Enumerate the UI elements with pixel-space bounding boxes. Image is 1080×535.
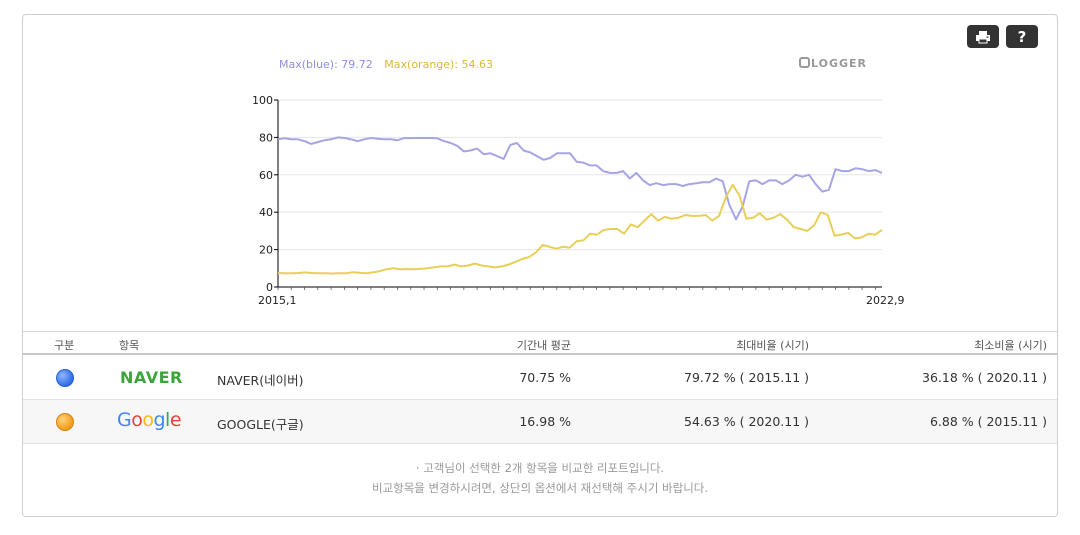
y-tick-label: 80 [259,131,273,144]
note-line-2: 비교항목을 변경하시려면, 상단의 옵션에서 재선택해 주시기 바랍니다. [371,481,709,495]
orange-circle-icon [56,413,74,431]
chart-max-legend: Max(blue): 79.72 Max(orange): 54.63 [279,58,493,71]
report-panel: ? Max(blue): 79.72 Max(orange): 54.63 LO… [22,14,1058,517]
avg-value: 16.98 % [519,414,571,429]
header-avg: 기간내 평균 [516,339,571,352]
blue-circle-icon [56,369,74,387]
brand-text: LOGGER [811,57,868,70]
max-value: 79.72 % ( 2015.11 ) [684,370,809,385]
series-line-orange [277,183,883,275]
table-row: NAVER NAVER(네이버) 70.75 % 79.72 % ( 2015.… [23,356,1057,400]
header-max: 최대비율 (시기) [736,339,809,352]
avg-value: 70.75 % [519,370,571,385]
header-item: 항목 [119,339,140,352]
y-tick-label: 100 [252,94,273,107]
brand-b-icon [799,57,810,68]
report-notes: · 고객님이 선택한 2개 항목을 비교한 리포트입니다. 비교항목을 변경하시… [23,458,1057,498]
x-tick-label-end: 2022,9 [866,294,905,307]
table-header: 구분 항목 기간내 평균 최대비율 (시기) 최소비율 (시기) [23,331,1057,355]
y-tick-label: 0 [266,281,273,294]
header-min: 최소비율 (시기) [974,339,1047,352]
brand-logo: LOGGER [799,57,867,70]
y-tick-label: 20 [259,244,273,257]
max-blue-label: Max(blue): 79.72 [279,58,373,71]
min-value: 6.88 % ( 2015.11 ) [929,414,1047,429]
note-line-1: · 고객님이 선택한 2개 항목을 비교한 리포트입니다. [415,461,665,475]
google-logo: Google [117,409,182,431]
y-tick-label: 40 [259,206,273,219]
item-name: GOOGLE(구글) [217,417,304,432]
x-tick-label-start: 2015,1 [258,294,297,307]
y-tick-label: 60 [259,169,273,182]
max-orange-label: Max(orange): 54.63 [384,58,494,71]
table-row: Google GOOGLE(구글) 16.98 % 54.63 % ( 2020… [23,400,1057,444]
naver-logo: NAVER [120,368,183,387]
item-name: NAVER(네이버) [217,373,304,388]
header-division: 구분 [54,339,75,352]
print-button[interactable] [967,25,999,48]
help-button[interactable]: ? [1006,25,1038,48]
min-value: 36.18 % ( 2020.11 ) [922,370,1047,385]
trend-line-chart: 0 20 40 60 80 100 2015,1 2022,9 [252,94,905,307]
series-line-blue [277,136,883,221]
max-value: 54.63 % ( 2020.11 ) [684,414,809,429]
printer-icon [976,30,990,43]
